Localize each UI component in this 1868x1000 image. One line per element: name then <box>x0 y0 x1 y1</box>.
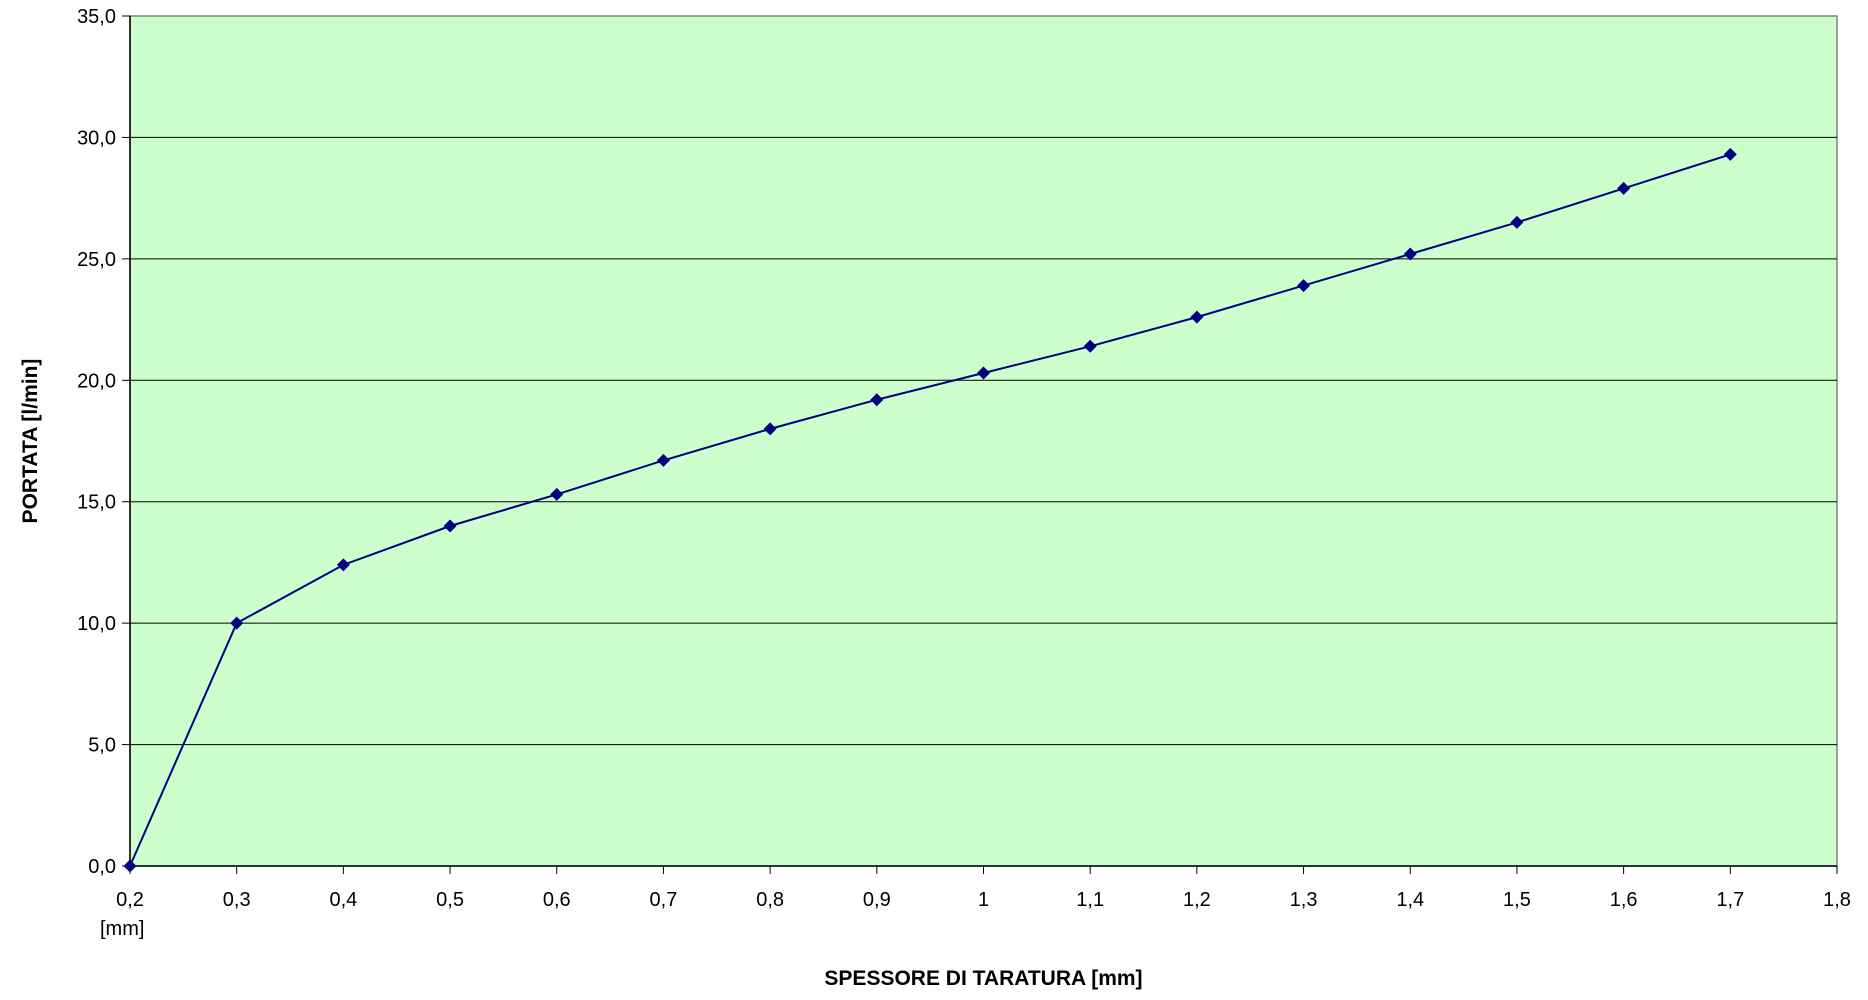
x-tick-label: 1,1 <box>1076 889 1104 911</box>
data-point-marker <box>977 366 990 380</box>
data-point-marker <box>870 393 884 407</box>
x-tick-label: 1,7 <box>1716 889 1744 911</box>
plot-area <box>129 15 1838 867</box>
x-tick-label: 0,3 <box>223 889 251 911</box>
data-series <box>129 153 1731 867</box>
data-point-marker <box>336 558 350 572</box>
x-tick-label: 1,5 <box>1503 889 1531 911</box>
x-tick-label: 1 <box>978 889 989 911</box>
data-point-marker <box>656 453 670 467</box>
data-point-marker <box>763 422 777 436</box>
x-tick-label: 1,4 <box>1396 889 1424 911</box>
x-tick-label: 0,9 <box>863 889 891 911</box>
x-axis-title: SPESSORE DI TARATURA [mm] <box>824 967 1142 990</box>
data-point-marker <box>550 487 564 501</box>
data-point-marker <box>443 519 457 533</box>
data-point-marker <box>123 859 137 873</box>
y-tick-label: 35,0 <box>77 6 116 28</box>
y-tick-label: 25,0 <box>77 249 116 271</box>
data-point-marker <box>1403 247 1417 261</box>
tick-labels: 0,0 5,0 10,0 15,0 20,0 25,0 30,0 35,0 0,2 0,3 0,4 0… <box>77 6 1851 911</box>
data-markers <box>123 147 1737 873</box>
gridlines <box>130 136 1837 746</box>
x-tick-label: 0,6 <box>543 889 571 911</box>
x-tick-label: 0,4 <box>329 889 357 911</box>
y-axis-title: PORTATA [l/min] <box>19 359 42 524</box>
data-point-marker <box>230 616 244 630</box>
x-tick-label: 0,7 <box>650 889 678 911</box>
x-tick-label: 1,3 <box>1290 889 1318 911</box>
x-tick-label: 0,8 <box>756 889 784 911</box>
y-tick-label: 5,0 <box>88 735 116 757</box>
x-tick-label: 1,6 <box>1610 889 1638 911</box>
data-point-marker <box>1617 181 1631 195</box>
y-tick-label: 20,0 <box>77 370 116 392</box>
x-tick-label: 0,2 <box>116 889 144 911</box>
data-point-marker <box>1083 339 1097 353</box>
data-point-marker <box>1510 215 1524 229</box>
data-point-marker <box>1297 279 1311 293</box>
y-tick-label: 15,0 <box>77 492 116 514</box>
y-tick-label: 0,0 <box>88 856 116 878</box>
axes <box>122 15 1838 874</box>
x-axis-unit-label: [mm] <box>100 918 144 940</box>
y-tick-label: 30,0 <box>77 127 116 149</box>
x-tick-label: 0,5 <box>436 889 464 911</box>
data-point-marker <box>1723 147 1737 161</box>
x-tick-label: 1,8 <box>1823 889 1851 911</box>
data-point-marker <box>1190 310 1204 324</box>
series-line <box>129 153 1731 867</box>
y-tick-label: 10,0 <box>77 613 116 635</box>
x-tick-label: 1,2 <box>1183 889 1211 911</box>
